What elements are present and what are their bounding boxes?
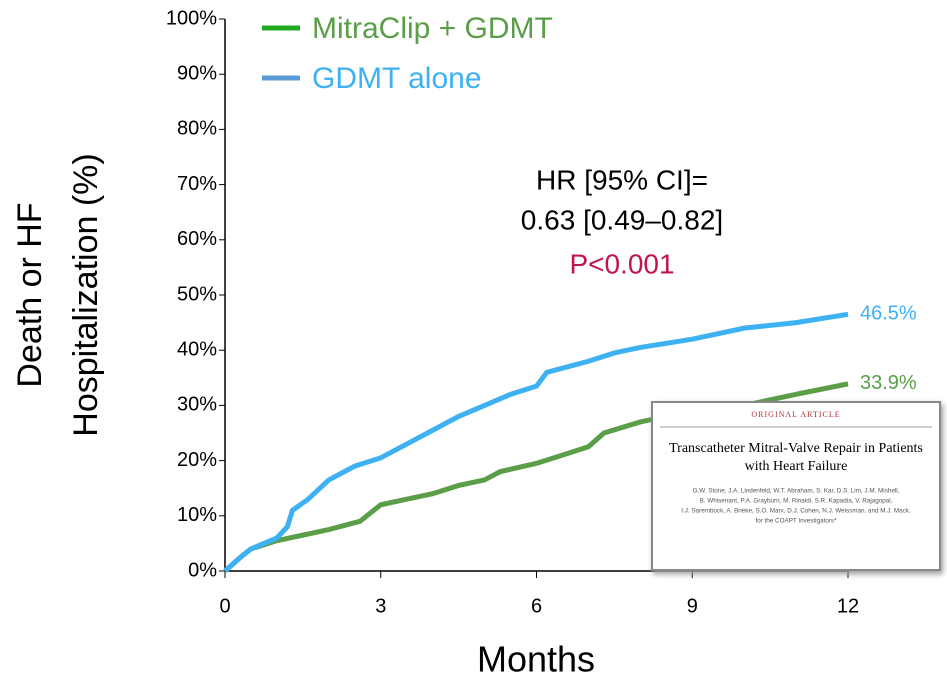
inset-authors: for the COAPT Investigators* [755,518,837,525]
inset-title: with Heart Failure [745,459,848,474]
inset-authors: G.W. Stone, J.A. Lindenfeld, W.T. Abraha… [693,488,900,495]
y-tick-label: 20% [177,449,217,471]
y-axis-label: Death or HF [11,202,49,387]
x-axis-label: Months [477,639,595,680]
y-tick-label: 80% [177,118,217,140]
x-tick-label: 0 [219,595,230,617]
x-tick-label: 3 [375,595,386,617]
annotation: HR [95% CI]= [536,164,708,195]
y-tick-label: 70% [177,173,217,195]
y-tick-label: 10% [177,504,217,526]
y-tick-label: 30% [177,394,217,416]
km-curve [223,311,849,573]
y-tick-label: 40% [177,338,217,360]
annotation: P<0.001 [569,248,674,279]
y-tick-label: 100% [166,7,217,29]
data-label: 33.9% [860,372,917,394]
legend-label: GDMT alone [312,62,482,95]
x-tick-label: 9 [687,595,698,617]
data-label: 46.5% [860,303,917,325]
inset-title: Transcatheter Mitral-Valve Repair in Pat… [669,441,923,456]
annotation: 0.63 [0.49–0.82] [521,204,723,235]
y-axis-label: Hospitalization (%) [67,153,105,436]
inset-authors: I.J. Sarembock, A. Brieke, S.O. Marx, D.… [681,508,911,515]
y-tick-label: 50% [177,283,217,305]
x-tick-label: 6 [531,595,542,617]
inset-header: ORIGINAL ARTICLE [751,410,840,419]
y-tick-label: 60% [177,228,217,250]
y-tick-label: 90% [177,62,217,84]
legend-label: MitraClip + GDMT [312,12,553,45]
inset-frame [651,401,941,571]
inset-authors: B. Whisenant, P.A. Grayburn, M. Rinaldi,… [700,498,893,505]
x-tick-label: 12 [837,595,859,617]
inset: ORIGINAL ARTICLE Transcatheter Mitral-Va… [651,401,941,571]
y-tick-label: 0% [188,559,217,581]
